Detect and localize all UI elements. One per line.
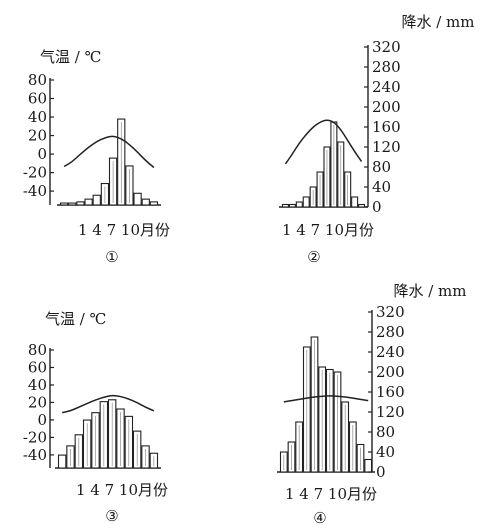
precipitation-axis-title: 降水 / mm [401, 13, 474, 31]
precipitation-axis-title: 降水 / mm [393, 282, 466, 300]
temp-tick-label: 40 [28, 108, 47, 126]
precipitation-bar [281, 203, 289, 208]
temp-tick-label: 0 [37, 145, 47, 163]
precip-tick-label: 320 [376, 303, 405, 321]
temp-tick-label: -40 [23, 446, 47, 464]
precipitation-bar [149, 201, 159, 206]
temperature-curve [63, 135, 155, 169]
temp-tick-label: 20 [28, 393, 47, 411]
temp-tick-label: -20 [23, 428, 47, 446]
temp-tick-label: 60 [28, 358, 47, 376]
precipitation-bar [302, 196, 310, 208]
precip-tick-label: 160 [372, 118, 401, 136]
precip-tick-label: 120 [372, 138, 401, 156]
precipitation-bar [133, 192, 142, 206]
precipitation-bar [358, 203, 366, 208]
temp-tick-label: 20 [28, 127, 47, 145]
precipitation-bar [351, 196, 359, 208]
precipitation-bar [76, 201, 85, 206]
precip-tick-label: 0 [372, 198, 382, 216]
temperature-axis-title: 气温 / ℃ [40, 48, 101, 66]
precipitation-bar [364, 458, 373, 473]
temp-tick-label: 80 [28, 341, 47, 359]
precip-tick-label: 240 [376, 343, 405, 361]
precipitation-bar [288, 203, 296, 208]
chart-panel-2: 320 280 240 200 160 120 80 40 0 降水 / mm 1 4 7 10月份… [279, 13, 475, 266]
month-axis-label: 1 4 7 10月份 [78, 221, 170, 239]
panel-label: ② [307, 248, 320, 266]
precip-tick-label: 280 [372, 58, 401, 76]
month-axis-label: 1 4 7 10月份 [285, 485, 377, 503]
precip-tick-label: 320 [372, 38, 401, 56]
panel-label: ④ [313, 509, 326, 527]
precipitation-bar [57, 454, 67, 469]
precip-tick-label: 80 [376, 423, 395, 441]
precip-tick-label: 240 [372, 78, 401, 96]
precipitation-bar [59, 202, 69, 206]
panel-label: ① [105, 248, 118, 266]
precip-tick-label: 80 [372, 158, 391, 176]
month-axis-label: 1 4 7 10月份 [76, 481, 168, 499]
precipitation-bar [68, 202, 77, 206]
precip-tick-label: 120 [376, 403, 405, 421]
precip-tick-label: 200 [372, 98, 401, 116]
precip-tick-label: 40 [372, 178, 391, 196]
precip-tick-label: 0 [376, 463, 386, 481]
temperature-axis-title: 气温 / ℃ [45, 310, 106, 328]
precip-tick-label: 200 [376, 363, 405, 381]
precip-tick-label: 280 [376, 323, 405, 341]
temp-tick-label: 0 [37, 411, 47, 429]
temp-tick-label: 60 [28, 90, 47, 108]
temperature-curve [284, 119, 363, 165]
temp-tick-label: -40 [23, 182, 47, 200]
panel-label: ③ [105, 507, 118, 525]
month-axis-label: 1 4 7 10月份 [282, 221, 374, 239]
temp-tick-label: 80 [28, 71, 47, 89]
precipitation-bar [141, 198, 150, 206]
precipitation-bar [92, 194, 101, 206]
temp-tick-label: 40 [28, 376, 47, 394]
temperature-curve [62, 394, 155, 414]
temperature-curve [283, 395, 369, 403]
precip-tick-label: 160 [376, 383, 405, 401]
precip-tick-label: 40 [376, 443, 395, 461]
chart-panel-4: 320 280 240 200 160 120 80 40 0 降水 / mm 1 4 7 10月份… [277, 282, 467, 527]
precipitation-bar [295, 201, 303, 208]
temp-tick-label: -20 [23, 164, 47, 182]
precipitation-bar [84, 198, 93, 206]
